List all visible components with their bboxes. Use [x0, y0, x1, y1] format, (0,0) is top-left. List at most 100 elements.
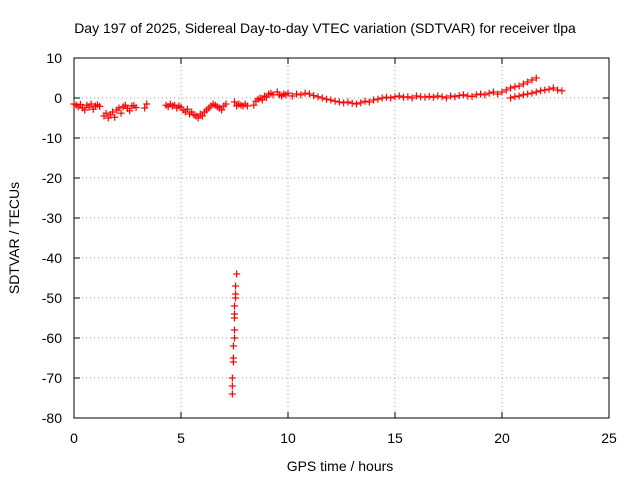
data-point [229, 358, 237, 366]
data-point [250, 101, 258, 109]
data-point [519, 80, 527, 88]
data-point [293, 90, 301, 98]
grid-lines [74, 58, 609, 418]
data-point [352, 100, 360, 108]
data-point [451, 93, 459, 101]
data-point [442, 94, 450, 102]
data-point [87, 100, 95, 108]
x-tick-label: 15 [387, 430, 403, 446]
data-point [243, 102, 251, 110]
data-point [434, 92, 442, 100]
plot-frame [73, 57, 610, 419]
data-point [421, 93, 429, 101]
data-point [528, 89, 536, 97]
data-point [455, 92, 463, 100]
data-point [541, 86, 549, 94]
data-point [395, 92, 403, 100]
data-point [425, 92, 433, 100]
y-tick-label: -30 [42, 210, 62, 226]
data-point [228, 382, 236, 390]
data-point [231, 334, 238, 342]
data-point [222, 100, 230, 108]
data-point [126, 107, 134, 115]
y-tick-label: -40 [42, 250, 62, 266]
data-point [511, 83, 519, 91]
data-point [378, 94, 386, 102]
data-point [76, 100, 84, 108]
data-point [537, 87, 545, 95]
data-point [232, 294, 240, 302]
data-points [70, 74, 566, 398]
data-point [310, 92, 318, 100]
data-point [96, 102, 104, 110]
data-point [507, 84, 515, 92]
data-point [361, 97, 369, 105]
data-point [528, 76, 536, 84]
y-tick-label: -50 [42, 290, 62, 306]
data-point [284, 89, 292, 97]
y-tick-label: 10 [46, 50, 62, 66]
data-point [323, 95, 331, 103]
data-point [532, 74, 540, 82]
data-point [331, 97, 339, 105]
data-point [370, 96, 378, 104]
data-point [507, 94, 515, 102]
data-point [511, 93, 519, 101]
data-point [524, 78, 532, 86]
data-point [412, 92, 420, 100]
data-point [228, 390, 236, 398]
data-point [365, 98, 373, 106]
data-point [430, 93, 438, 101]
data-point [549, 84, 557, 92]
data-point [305, 90, 313, 98]
data-point [81, 106, 89, 114]
data-point [183, 105, 191, 113]
data-point [447, 92, 455, 100]
axis-ticks: 0 5 10 15 20 25 10 0 -10 -20 -30 -40 -50 -60 -70 -80 [42, 50, 617, 446]
y-tick-label: 0 [54, 90, 62, 106]
data-point [408, 94, 416, 102]
data-point [109, 108, 117, 116]
y-tick-label: -70 [42, 370, 62, 386]
data-point [198, 112, 206, 120]
data-point [288, 92, 296, 100]
data-point [459, 91, 467, 99]
data-point [502, 86, 510, 94]
y-tick-label: -80 [42, 410, 62, 426]
data-point [231, 98, 238, 106]
data-point [524, 90, 532, 98]
data-point [218, 106, 226, 114]
data-point [297, 91, 305, 99]
data-point [115, 104, 123, 112]
data-point [391, 93, 399, 101]
data-point [348, 99, 356, 107]
data-point [117, 109, 125, 117]
data-point [532, 88, 540, 96]
x-tick-label: 20 [494, 430, 510, 446]
data-point [231, 326, 238, 334]
x-tick-label: 0 [70, 430, 78, 446]
data-point [233, 270, 241, 278]
data-point [314, 93, 322, 101]
data-point [481, 91, 489, 99]
data-point [438, 93, 446, 101]
data-point [558, 87, 566, 95]
data-point [515, 92, 523, 100]
data-point [545, 85, 553, 93]
data-point [489, 88, 497, 96]
data-point [515, 82, 523, 90]
y-tick-label: -20 [42, 170, 62, 186]
y-tick-label: -60 [42, 330, 62, 346]
data-point [102, 109, 110, 117]
data-point [477, 90, 485, 98]
data-point [229, 342, 237, 350]
data-point [387, 94, 395, 102]
data-point [374, 95, 382, 103]
data-point [232, 282, 240, 290]
chart-title: Day 197 of 2025, Sidereal Day-to-day VTE… [74, 20, 576, 36]
y-axis-label: SDTVAR / TECUs [6, 182, 22, 294]
data-point [132, 104, 140, 112]
data-point [498, 88, 506, 96]
data-point [468, 92, 476, 100]
